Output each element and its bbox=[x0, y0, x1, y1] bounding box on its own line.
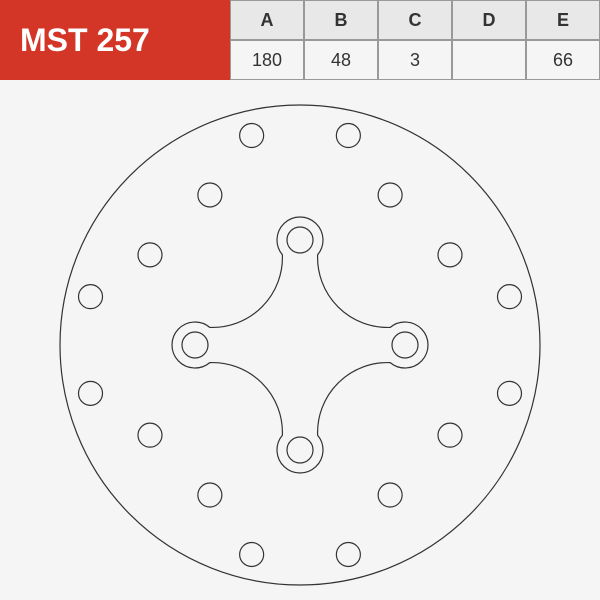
spec-header-row: A B C D E bbox=[230, 0, 600, 40]
spec-header-e: E bbox=[526, 0, 600, 40]
spec-header-c: C bbox=[378, 0, 452, 40]
spec-value-row: 180 48 3 66 bbox=[230, 40, 600, 80]
part-number-title: MST 257 bbox=[0, 0, 230, 80]
spec-value-c: 3 bbox=[378, 40, 452, 80]
spec-value-a: 180 bbox=[230, 40, 304, 80]
spec-header-d: D bbox=[452, 0, 526, 40]
spec-value-b: 48 bbox=[304, 40, 378, 80]
brake-disc-diagram bbox=[50, 95, 550, 595]
spec-value-e: 66 bbox=[526, 40, 600, 80]
spec-value-d bbox=[452, 40, 526, 80]
spec-header-b: B bbox=[304, 0, 378, 40]
spec-table: A B C D E 180 48 3 66 bbox=[230, 0, 600, 80]
spec-header-a: A bbox=[230, 0, 304, 40]
